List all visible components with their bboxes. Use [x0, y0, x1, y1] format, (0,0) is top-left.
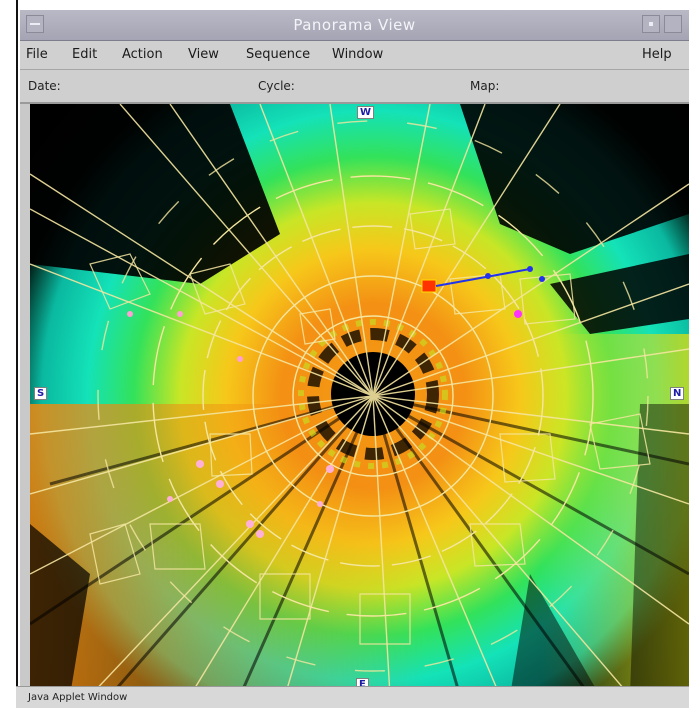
- minimize-button[interactable]: [642, 15, 660, 33]
- title-bar[interactable]: Panorama View: [20, 10, 689, 41]
- menu-sequence[interactable]: Sequence: [246, 47, 311, 62]
- menu-window[interactable]: Window: [332, 47, 384, 62]
- compass-east: N: [670, 387, 685, 400]
- radar-panorama-view[interactable]: W S N E: [30, 104, 689, 696]
- left-frame-border: [0, 0, 18, 707]
- window-menu-button[interactable]: [26, 15, 44, 33]
- azimuth-spokes: [30, 104, 689, 696]
- status-text: Java Applet Window: [28, 692, 128, 703]
- date-label: Date:: [28, 79, 61, 93]
- sector-boxes: [89, 208, 651, 645]
- menu-help[interactable]: Help: [642, 47, 672, 62]
- radar-display: [30, 104, 689, 696]
- menu-bar: File Edit Action View Sequence Window He…: [20, 41, 689, 70]
- menu-file[interactable]: File: [26, 47, 48, 62]
- window-title: Panorama View: [293, 16, 416, 34]
- maximize-button[interactable]: [664, 15, 682, 33]
- menu-view[interactable]: View: [188, 47, 219, 62]
- minimize-icon: [649, 22, 653, 26]
- compass-west: S: [34, 387, 48, 400]
- menu-action[interactable]: Action: [122, 47, 163, 62]
- panorama-window: Panorama View File Edit Action View Sequ…: [20, 10, 689, 707]
- storm-cells: [127, 266, 545, 538]
- map-label: Map:: [470, 79, 500, 93]
- menu-edit[interactable]: Edit: [72, 47, 98, 62]
- cycle-label: Cycle:: [258, 79, 295, 93]
- status-bar: Java Applet Window: [16, 686, 689, 708]
- window-menu-icon: [30, 23, 40, 25]
- range-rings: [97, 120, 649, 672]
- info-bar: Date: Cycle: Map:: [20, 70, 689, 104]
- compass-north-top: W: [357, 106, 375, 119]
